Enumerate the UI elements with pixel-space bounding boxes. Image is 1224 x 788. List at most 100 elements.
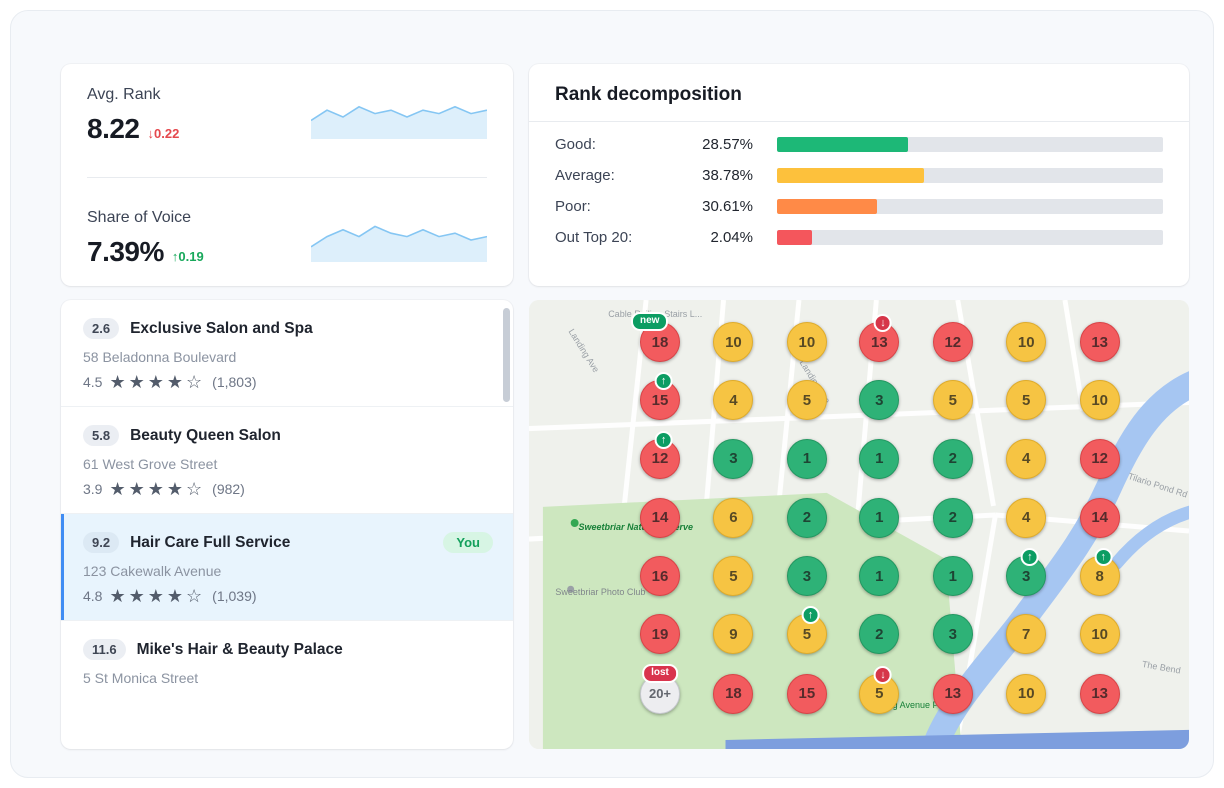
map-pin[interactable]: 10 (1079, 380, 1120, 421)
map-pin[interactable]: 7 (1006, 614, 1047, 655)
list-item[interactable]: 5.8 Beauty Queen Salon 61 West Grove Str… (61, 406, 513, 513)
map-pin[interactable]: 18 (713, 673, 754, 714)
map-pin[interactable]: 12 (1079, 438, 1120, 479)
share-of-voice-delta: ↑0.19 (171, 249, 204, 264)
map-pin[interactable]: 3 ↑ (1006, 548, 1047, 597)
map-pin-grid: 18 new 10 10 13 ↓ 12 10 13 15 ↑ 4 5 3 5 5 10 12 ↑ 3 1 1 2 4 12 14… (529, 300, 1189, 749)
rating-value: 4.5 (83, 374, 103, 390)
review-count: (1,039) (212, 588, 257, 604)
business-name: Hair Care Full Service (130, 533, 291, 551)
decomp-row-out-top-20: Out Top 20: 2.04% (555, 229, 1163, 246)
map-pin[interactable]: 1 (859, 497, 900, 538)
map-pin[interactable]: 9 (713, 614, 754, 655)
map-pin[interactable]: 4 (713, 380, 754, 421)
map-pin[interactable]: 20+ lost (640, 663, 680, 714)
rating-value: 3.9 (83, 481, 103, 497)
map-pin[interactable]: 5 ↓ (859, 665, 900, 714)
decomp-bar-fill (777, 199, 878, 214)
map-poi-marker-icon (570, 518, 579, 528)
share-of-voice-metric: Share of Voice 7.39% ↑0.19 (87, 209, 488, 268)
business-address: 5 St Monica Street (83, 670, 199, 686)
decomp-bar-fill (777, 137, 909, 152)
decomp-row-poor: Poor: 30.61% (555, 198, 1163, 215)
decomp-value: 2.04% (710, 229, 753, 246)
rank-badge: 9.2 (83, 532, 120, 553)
star-rating: ★★★★☆ (109, 586, 206, 606)
map-pin[interactable]: 5 ↑ (786, 606, 827, 655)
decomp-value: 28.57% (702, 136, 753, 153)
decomp-bar-fill (777, 168, 924, 183)
map-pin[interactable]: 13 (1079, 673, 1120, 714)
lost-badge: lost (642, 663, 678, 683)
map-pin[interactable]: 8 ↑ (1079, 548, 1120, 597)
business-address: 58 Beladonna Boulevard (83, 349, 237, 365)
sparkline-svg (310, 224, 488, 262)
map-pin[interactable]: 6 (713, 497, 754, 538)
map-pin[interactable]: 5 (932, 380, 973, 421)
map-pin[interactable]: 14 (640, 497, 680, 538)
map-pin[interactable]: 3 (713, 438, 754, 479)
map-canvas[interactable]: Cable Railing Stairs L...Landing AveTila… (529, 300, 1189, 749)
list-item[interactable]: 2.6 Exclusive Salon and Spa 58 Beladonna… (61, 300, 513, 406)
business-name: Exclusive Salon and Spa (130, 319, 313, 337)
map-pin[interactable]: 1 (859, 556, 900, 597)
map-pin[interactable]: 4 (1006, 497, 1047, 538)
new-badge: new (631, 312, 669, 332)
decomp-label: Poor: (555, 198, 591, 215)
up-arrow-badge: ↑ (654, 430, 673, 449)
map-pin[interactable]: 18 new (631, 312, 680, 363)
decomp-bar-fill (777, 230, 812, 245)
avg-rank-metric: Avg. Rank 8.22 ↓0.22 (87, 86, 488, 145)
map-pin[interactable]: 10 (713, 322, 754, 363)
rank-badge: 2.6 (83, 318, 120, 339)
map-pin[interactable]: 2 (932, 497, 973, 538)
map-pin[interactable]: 2 (786, 497, 827, 538)
map-pin[interactable]: 10 (1079, 614, 1120, 655)
you-badge: You (443, 532, 493, 553)
review-count: (982) (212, 481, 245, 497)
map-pin[interactable]: 15 (786, 673, 827, 714)
dashboard-panel: Avg. Rank 8.22 ↓0.22 Share of Voice 7.39… (10, 10, 1214, 778)
map-pin[interactable]: 1 (932, 556, 973, 597)
map-pin[interactable]: 3 (932, 614, 973, 655)
map-pin[interactable]: 13 ↓ (859, 314, 900, 363)
map-pin[interactable]: 3 (859, 380, 900, 421)
map-pin[interactable]: 13 (1079, 322, 1120, 363)
map-pin[interactable]: 1 (859, 438, 900, 479)
map-pin[interactable]: 13 (932, 673, 973, 714)
share-of-voice-label: Share of Voice (87, 209, 192, 226)
map-pin[interactable]: 15 ↑ (640, 372, 680, 421)
map-pin[interactable]: 12 ↑ (640, 430, 680, 479)
map-pin[interactable]: 10 (1006, 673, 1047, 714)
map-pin[interactable]: 16 (640, 556, 680, 597)
metrics-card: Avg. Rank 8.22 ↓0.22 Share of Voice 7.39… (61, 64, 513, 286)
list-item[interactable]: 11.6 Mike's Hair & Beauty Palace 5 St Mo… (61, 620, 513, 701)
map-pin[interactable]: 5 (713, 556, 754, 597)
map-label: Sweetbriar Nature Reserve (578, 522, 694, 533)
map-pin[interactable]: 5 (1006, 380, 1047, 421)
rating-value: 4.8 (83, 588, 103, 604)
rank-decomposition-card: Rank decomposition Good: 28.57% Average:… (529, 64, 1189, 286)
map-label: Sweetbriar Photo Club (555, 587, 646, 598)
list-item-selected[interactable]: 9.2 Hair Care Full Service You 123 Cakew… (61, 513, 513, 620)
map-pin[interactable]: 4 (1006, 438, 1047, 479)
map-pin[interactable]: 19 (640, 614, 680, 655)
decomp-label: Out Top 20: (555, 229, 633, 246)
list-scrollbar[interactable] (503, 308, 510, 402)
map-pin[interactable]: 10 (1006, 322, 1047, 363)
map-pin[interactable]: 1 (786, 438, 827, 479)
dashboard-grid: Avg. Rank 8.22 ↓0.22 Share of Voice 7.39… (61, 64, 1189, 749)
avg-rank-label: Avg. Rank (87, 86, 161, 103)
map-pin[interactable]: 10 (786, 322, 827, 363)
business-list: 2.6 Exclusive Salon and Spa 58 Beladonna… (61, 300, 513, 749)
avg-rank-delta: ↓0.22 (147, 126, 180, 141)
map-pin[interactable]: 3 (786, 556, 827, 597)
map-pin[interactable]: 2 (932, 438, 973, 479)
decomp-value: 38.78% (702, 167, 753, 184)
map-pin[interactable]: 2 (859, 614, 900, 655)
map-pin[interactable]: 12 (932, 322, 973, 363)
map-pin[interactable]: 14 (1079, 497, 1120, 538)
map-pin[interactable]: 5 (786, 380, 827, 421)
down-arrow-badge: ↓ (873, 314, 892, 333)
up-arrow-badge: ↑ (1020, 548, 1039, 567)
